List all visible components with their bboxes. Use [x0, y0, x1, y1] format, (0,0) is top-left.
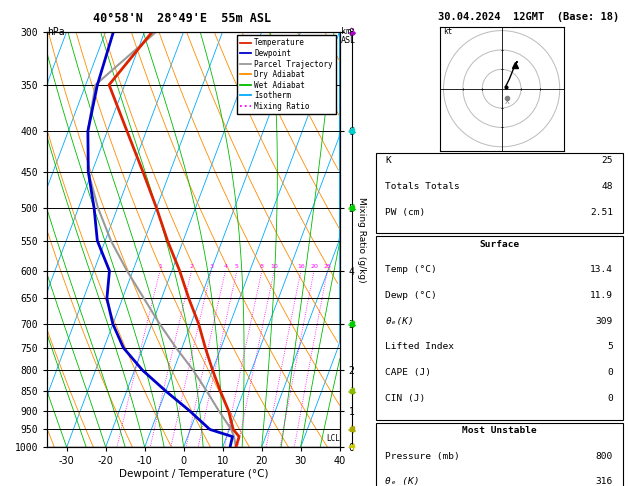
Text: Lifted Index: Lifted Index [386, 343, 454, 351]
Text: kt: kt [443, 28, 453, 36]
FancyBboxPatch shape [376, 153, 623, 233]
Text: 11.9: 11.9 [590, 291, 613, 300]
Text: Surface: Surface [479, 240, 519, 249]
Text: PW (cm): PW (cm) [386, 208, 426, 217]
Text: CAPE (J): CAPE (J) [386, 368, 431, 377]
Text: LCL: LCL [326, 434, 340, 443]
Text: X: X [505, 99, 510, 105]
Text: 0: 0 [607, 368, 613, 377]
Text: CIN (J): CIN (J) [386, 394, 426, 403]
Text: 309: 309 [596, 317, 613, 326]
Text: K: K [386, 156, 391, 165]
Text: 25: 25 [601, 156, 613, 165]
Text: 2.51: 2.51 [590, 208, 613, 217]
Text: 800: 800 [596, 451, 613, 461]
FancyBboxPatch shape [376, 423, 623, 486]
Text: θₑ(K): θₑ(K) [386, 317, 414, 326]
Text: 4: 4 [223, 264, 228, 269]
Text: Pressure (mb): Pressure (mb) [386, 451, 460, 461]
Text: 13.4: 13.4 [590, 265, 613, 274]
X-axis label: Dewpoint / Temperature (°C): Dewpoint / Temperature (°C) [119, 469, 268, 479]
Text: Totals Totals: Totals Totals [386, 182, 460, 191]
Text: 16: 16 [297, 264, 304, 269]
Text: km
ASL: km ASL [341, 27, 356, 45]
Text: Dewp (°C): Dewp (°C) [386, 291, 437, 300]
Text: 10: 10 [270, 264, 278, 269]
Text: 40°58'N  28°49'E  55m ASL: 40°58'N 28°49'E 55m ASL [93, 12, 272, 25]
Text: 8: 8 [260, 264, 264, 269]
Text: 30.04.2024  12GMT  (Base: 18): 30.04.2024 12GMT (Base: 18) [438, 12, 619, 22]
Text: Temp (°C): Temp (°C) [386, 265, 437, 274]
Text: 5: 5 [235, 264, 239, 269]
Text: hPa: hPa [47, 27, 65, 37]
Y-axis label: Mixing Ratio (g/kg): Mixing Ratio (g/kg) [357, 196, 365, 282]
Text: 2: 2 [189, 264, 194, 269]
Text: 3: 3 [209, 264, 213, 269]
Text: 316: 316 [596, 477, 613, 486]
Text: 25: 25 [323, 264, 331, 269]
Text: θₑ (K): θₑ (K) [386, 477, 420, 486]
Text: 1: 1 [158, 264, 162, 269]
Text: 0: 0 [607, 394, 613, 403]
FancyBboxPatch shape [376, 237, 623, 419]
Text: 48: 48 [601, 182, 613, 191]
Text: 20: 20 [310, 264, 318, 269]
Text: Most Unstable: Most Unstable [462, 426, 537, 435]
Text: 5: 5 [607, 343, 613, 351]
Legend: Temperature, Dewpoint, Parcel Trajectory, Dry Adiabat, Wet Adiabat, Isotherm, Mi: Temperature, Dewpoint, Parcel Trajectory… [237, 35, 336, 114]
